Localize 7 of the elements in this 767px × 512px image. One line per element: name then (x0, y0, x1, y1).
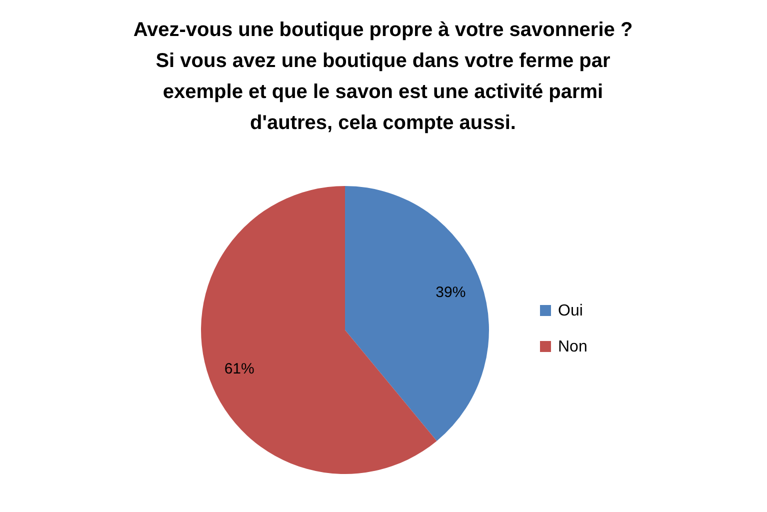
data-label: 61% (224, 360, 254, 378)
pie-slice (345, 186, 489, 441)
data-label: 39% (436, 284, 466, 302)
pie-slice (201, 186, 437, 474)
legend-label: Oui (558, 302, 583, 320)
legend-label: Non (558, 338, 588, 356)
chart-title: Avez-vous une boutique propre à votre savonnerie ? Si vous avez une boutique dans votre ferme par exemple et que le savon est une activité parmi d'autres, cela compte aussi. (133, 19, 633, 134)
